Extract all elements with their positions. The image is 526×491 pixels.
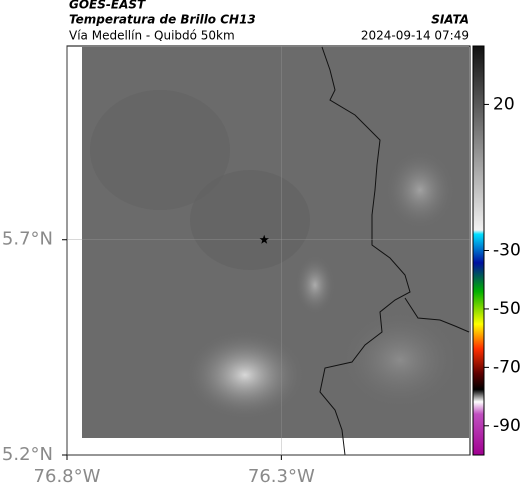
y-tick-label: 5.7°N xyxy=(2,229,53,250)
x-tick-label: 76.3°W xyxy=(248,466,315,487)
colorbar-tick-label: -50 xyxy=(493,299,521,319)
title: GOES-EAST xyxy=(69,0,146,12)
border xyxy=(404,297,470,333)
y-tick-label: 5.2°N xyxy=(2,444,53,465)
colorbar-tick-label: 20 xyxy=(493,94,515,114)
colorbar xyxy=(472,45,485,456)
colorbar-tick-label: -90 xyxy=(493,416,521,436)
subtitle: Temperatura de Brillo CH13 xyxy=(69,13,256,27)
coastline xyxy=(319,46,411,456)
timestamp: 2024-09-14 07:49 xyxy=(361,29,469,43)
source: SIATA xyxy=(431,13,469,27)
location-marker xyxy=(259,234,269,244)
colorbar-tick-label: -70 xyxy=(493,357,521,377)
region: Vía Medellín - Quibdó 50km xyxy=(69,29,235,43)
x-tick-label: 76.8°W xyxy=(34,466,101,487)
colorbar-tick-label: -30 xyxy=(493,241,521,261)
brightness-field xyxy=(82,47,469,438)
